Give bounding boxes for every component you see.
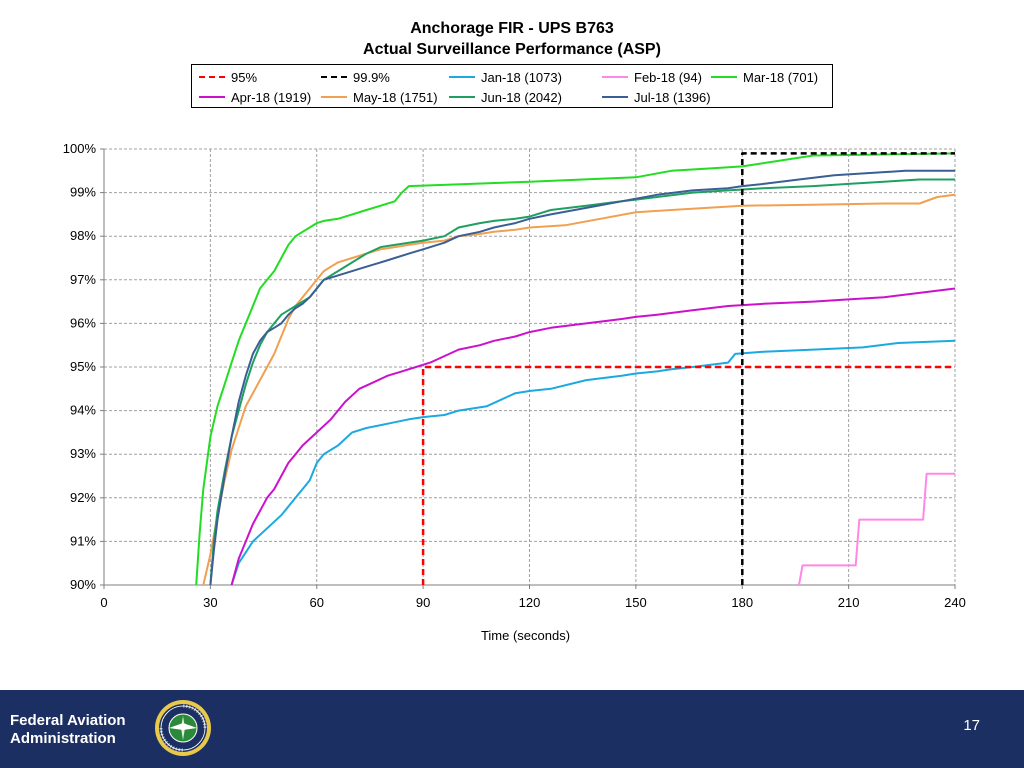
x-tick-label: 30	[203, 595, 217, 610]
x-tick-label: 90	[416, 595, 430, 610]
legend-label: Feb-18 (94)	[634, 69, 702, 85]
legend-item: Apr-18 (1919)	[199, 87, 311, 107]
legend-swatch	[199, 76, 225, 78]
y-tick-label: 92%	[70, 490, 96, 505]
series-line-feb-18-94	[798, 472, 955, 586]
legend-label: 99.9%	[353, 69, 390, 85]
x-tick-label: 120	[519, 595, 541, 610]
legend-item: 95%	[199, 67, 257, 87]
y-tick-label: 90%	[70, 577, 96, 592]
legend-item: Feb-18 (94)	[602, 67, 702, 87]
legend-swatch	[321, 96, 347, 98]
faa-seal-icon	[155, 700, 211, 756]
legend-label: 95%	[231, 69, 258, 85]
series-line-jan-18-1073	[230, 339, 956, 586]
x-tick-label: 0	[100, 595, 107, 610]
y-tick-label: 98%	[70, 228, 96, 243]
legend-item: Jan-18 (1073)	[449, 67, 562, 87]
agency-name-line1: Federal Aviation	[10, 712, 126, 729]
agency-name-line2: Administration	[10, 730, 116, 747]
y-tick-label: 94%	[70, 403, 96, 418]
legend-item: Mar-18 (701)	[711, 67, 818, 87]
legend-swatch	[199, 96, 225, 98]
footer-bar: Federal Aviation Administration 17	[0, 690, 1024, 768]
legend-swatch	[449, 76, 475, 78]
y-tick-label: 93%	[70, 446, 96, 461]
series-line-may-18-1751	[202, 193, 956, 586]
legend-swatch	[602, 76, 628, 78]
legend-label: Jun-18 (2042)	[481, 89, 562, 105]
legend-swatch	[449, 96, 475, 98]
chart-plot: 90% 91% 92% 93% 94% 95% 96% 97% 98% 99% 100% 0 30 60 9…	[63, 141, 966, 643]
x-tick-label: 210	[838, 595, 860, 610]
series-line-99-9	[741, 152, 955, 585]
page-number: 17	[963, 717, 980, 734]
legend-item: 99.9%	[321, 67, 390, 87]
chart-title-line2: Actual Surveillance Performance (ASP)	[363, 41, 661, 58]
legend-item: May-18 (1751)	[321, 87, 438, 107]
legend-label: Jan-18 (1073)	[481, 69, 562, 85]
x-axis-label: Time (seconds)	[481, 628, 570, 643]
agency-name: Federal Aviation Administration	[10, 712, 126, 748]
series-line-mar-18-701	[195, 152, 956, 586]
legend-label: Mar-18 (701)	[743, 69, 819, 85]
chart-title-line1: Anchorage FIR - UPS B763	[410, 20, 614, 37]
x-tick-label: 180	[731, 595, 753, 610]
series-line-95	[421, 365, 955, 585]
legend-item: Jun-18 (2042)	[449, 87, 562, 107]
legend-label: Jul-18 (1396)	[634, 89, 711, 105]
y-tick-label: 95%	[70, 359, 96, 374]
x-tick-label: 150	[625, 595, 647, 610]
chart-legend: 95% 99.9% Jan-18 (1073) Feb-18 (94) Mar-18 (…	[191, 64, 833, 108]
legend-label: May-18 (1751)	[353, 89, 438, 105]
series-line-apr-18-1919	[230, 287, 956, 586]
series-line-jun-18-2042	[209, 178, 955, 586]
x-tick-label: 240	[944, 595, 966, 610]
chart-title: Anchorage FIR - UPS B763 Actual Surveill…	[0, 18, 1024, 60]
series-line-jul-18-1396	[209, 169, 955, 586]
legend-item: Jul-18 (1396)	[602, 87, 711, 107]
legend-label: Apr-18 (1919)	[231, 89, 312, 105]
legend-swatch	[321, 76, 347, 78]
y-tick-label: 91%	[70, 533, 96, 548]
x-tick-label: 60	[310, 595, 324, 610]
legend-swatch	[602, 96, 628, 98]
y-tick-label: 99%	[70, 185, 96, 200]
y-tick-label: 97%	[70, 272, 96, 287]
legend-swatch	[711, 76, 737, 78]
y-tick-label: 96%	[70, 315, 96, 330]
y-tick-label: 100%	[63, 141, 97, 156]
